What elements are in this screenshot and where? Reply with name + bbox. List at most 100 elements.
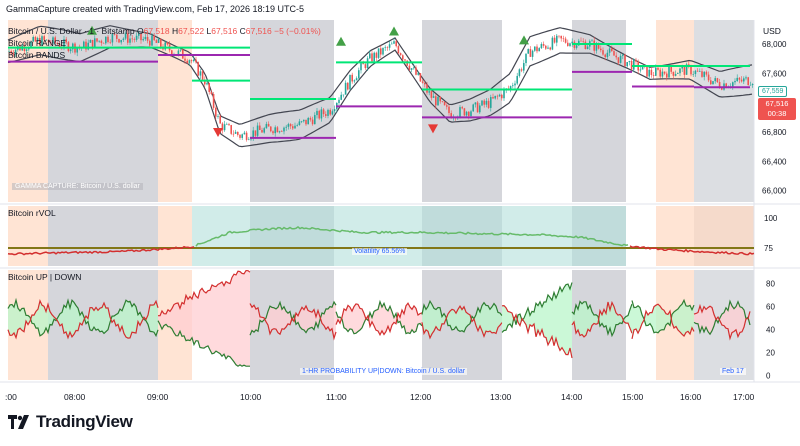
- last-price: 67,516: [765, 99, 789, 108]
- candle-body: [668, 66, 670, 78]
- candle-body: [56, 43, 59, 45]
- buy-signal-triangle: [87, 25, 97, 35]
- probability-up-line: [421, 299, 503, 333]
- candle-body: [248, 139, 250, 140]
- updown-axis-tick: 20: [766, 348, 775, 357]
- candle-body: [303, 119, 305, 122]
- main-legend: Bitcoin / U.S. Dollar · 1 · Bitstamp O67…: [8, 26, 321, 36]
- candle-body: [322, 109, 325, 115]
- session-background: [694, 206, 754, 266]
- candle-body: [274, 127, 276, 134]
- time-tick: 12:00: [410, 392, 432, 402]
- candle-body: [285, 126, 287, 128]
- candle-body: [69, 49, 72, 52]
- updown-title[interactable]: Bitcoin UP | DOWN: [8, 272, 82, 282]
- candle-body: [50, 42, 52, 44]
- candle-body: [124, 33, 127, 39]
- candle-body: [569, 43, 571, 46]
- candle-body: [448, 106, 450, 114]
- ohlc-open-value: 67,518: [143, 26, 170, 36]
- candle-body: [283, 127, 285, 132]
- candle-body: [314, 115, 316, 125]
- candle-body: [481, 100, 483, 106]
- candle-body: [714, 78, 716, 82]
- candle-body: [419, 73, 422, 82]
- candle-body: [703, 71, 705, 77]
- candle-body: [256, 125, 259, 136]
- candle-body: [413, 67, 415, 69]
- candle-body: [107, 36, 109, 42]
- candle-body: [118, 38, 120, 43]
- candle-body: [215, 107, 217, 117]
- candle-body: [226, 124, 228, 125]
- session-background: [48, 206, 158, 266]
- candle-body: [624, 54, 626, 67]
- candle-body: [331, 111, 334, 115]
- candle-body: [705, 71, 708, 75]
- updown-axis-tick: 80: [766, 279, 775, 288]
- symbol-title[interactable]: Bitcoin / U.S. Dollar · 1 · Bitstamp: [8, 26, 135, 36]
- time-tick: 08:00: [64, 392, 86, 402]
- candle-body: [415, 67, 417, 75]
- candle-body: [487, 100, 490, 108]
- candle-body: [670, 66, 672, 72]
- candle-body: [564, 38, 567, 43]
- candle-body: [190, 60, 193, 62]
- candle-body: [12, 53, 15, 55]
- candle-body: [523, 63, 525, 71]
- candle-body: [349, 74, 351, 90]
- updown-axis-tick: 0: [766, 371, 771, 380]
- probability-up-line: [335, 299, 423, 335]
- candle-body: [149, 40, 151, 46]
- candle-body: [329, 109, 331, 115]
- session-background: [250, 270, 334, 380]
- candle-body: [127, 33, 129, 43]
- candle-body: [98, 40, 100, 42]
- candle-body: [131, 38, 133, 40]
- candle-body: [157, 38, 160, 43]
- currency-label[interactable]: USD: [763, 26, 781, 36]
- probability-down-line: [501, 304, 573, 359]
- candle-body: [47, 39, 50, 43]
- candle-body: [663, 71, 666, 74]
- tradingview-logo[interactable]: TradingView: [8, 412, 133, 432]
- candle-body: [683, 66, 686, 75]
- candle-body: [501, 94, 503, 99]
- candle-body: [725, 83, 727, 88]
- candle-body: [527, 49, 529, 54]
- time-tick: 13:00: [490, 392, 512, 402]
- main-watermark: GAMMA CAPTURE: Bitcoin / U.S. dollar: [12, 183, 143, 190]
- candle-body: [85, 41, 87, 50]
- candle-body: [338, 99, 340, 103]
- candle-body: [646, 65, 648, 77]
- candle-body: [745, 77, 747, 79]
- time-tick: 16:00: [680, 392, 702, 402]
- candle-body: [463, 108, 466, 116]
- probability-down-line: [631, 303, 695, 340]
- candle-body: [701, 71, 703, 77]
- candle-body: [353, 80, 356, 82]
- rvol-line-low: [629, 245, 755, 256]
- candle-body: [677, 73, 679, 74]
- candle-body: [197, 62, 199, 76]
- price-tag-range: 67,559: [758, 86, 788, 97]
- indicator-bands-label[interactable]: Bitcoin BANDS: [8, 50, 66, 60]
- candle-body: [373, 52, 375, 62]
- candle-body: [364, 64, 367, 69]
- probability-down-line: [421, 305, 503, 340]
- candle-body: [549, 47, 551, 50]
- candle-body: [228, 124, 230, 126]
- rvol-title[interactable]: Bitcoin rVOL: [8, 208, 56, 218]
- candle-body: [166, 42, 169, 45]
- candle-body: [657, 67, 659, 70]
- candle-body: [666, 73, 668, 78]
- indicator-range-label[interactable]: Bitcoin RANGE: [8, 38, 67, 48]
- candle-body: [217, 115, 219, 117]
- candle-body: [721, 87, 723, 90]
- candle-body: [83, 41, 85, 48]
- candle-body: [716, 78, 719, 83]
- candle-body: [281, 131, 283, 132]
- candle-body: [582, 41, 584, 42]
- candle-body: [184, 58, 186, 61]
